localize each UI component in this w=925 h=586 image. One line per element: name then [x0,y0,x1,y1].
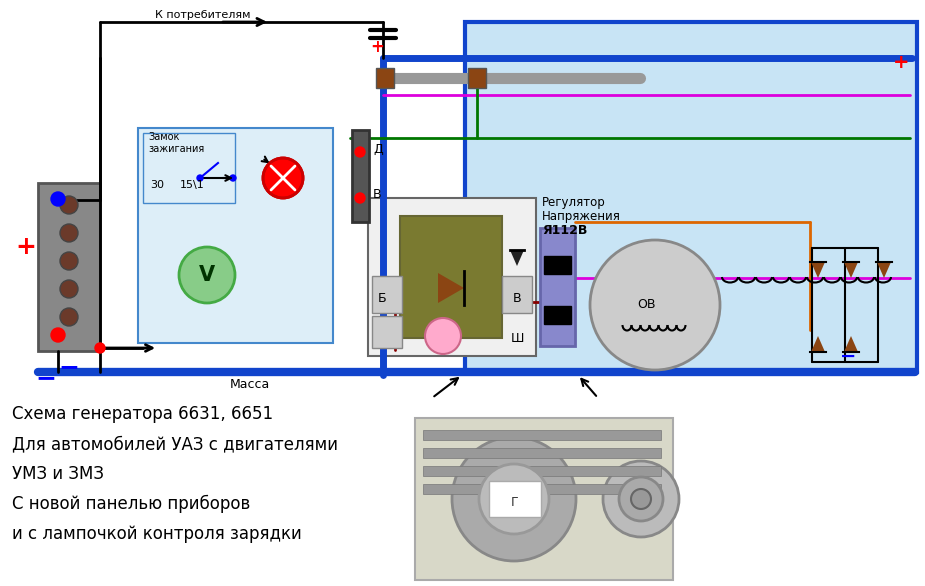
Bar [502,276,532,313]
Bar [423,484,661,494]
Text: Я112В: Я112В [542,224,587,237]
Bar [544,256,571,274]
Polygon shape [844,336,858,352]
Polygon shape [877,262,891,278]
Text: зажигания: зажигания [148,144,204,154]
Circle shape [263,158,303,198]
Circle shape [631,489,651,509]
Circle shape [179,247,235,303]
Text: Д: Д [373,142,383,155]
Circle shape [452,437,576,561]
Circle shape [230,175,236,181]
Circle shape [355,147,365,157]
Circle shape [197,175,203,181]
Bar [143,133,235,203]
Circle shape [95,343,105,353]
Circle shape [501,486,527,512]
Polygon shape [510,250,524,266]
Bar [423,466,661,476]
Text: Ш: Ш [511,332,524,345]
Text: Напряжения: Напряжения [542,210,621,223]
Text: +: + [16,235,36,259]
Circle shape [479,464,549,534]
Bar [465,22,917,372]
Circle shape [590,240,720,370]
Bar [400,216,502,338]
Bar [376,68,394,88]
Text: В: В [512,291,522,305]
Text: С новой панелью приборов: С новой панелью приборов [12,495,251,513]
Bar [415,418,673,580]
Bar [38,183,100,351]
Text: К потребителям: К потребителям [155,10,251,20]
Polygon shape [811,336,825,352]
Circle shape [51,192,65,206]
Text: −: − [35,366,56,390]
Text: Масса: Масса [230,378,270,391]
Polygon shape [438,273,464,303]
Bar [372,276,402,313]
Bar [468,68,486,88]
Circle shape [51,328,65,342]
Circle shape [60,280,78,298]
Text: В: В [373,189,382,202]
Text: Для автомобилей УАЗ с двигателями: Для автомобилей УАЗ с двигателями [12,435,338,453]
Circle shape [60,252,78,270]
Text: Замок: Замок [148,132,179,142]
Bar [368,198,536,356]
Circle shape [619,477,663,521]
Text: Схема генератора 6631, 6651: Схема генератора 6631, 6651 [12,405,273,423]
Circle shape [425,318,461,354]
Text: 30: 30 [150,180,164,190]
Text: УМЗ и ЗМЗ: УМЗ и ЗМЗ [12,465,104,483]
Bar [544,306,571,324]
Bar [423,448,661,458]
Text: 15\1: 15\1 [180,180,204,190]
Text: −: − [58,355,80,379]
Text: +: + [370,38,384,56]
Text: Регулятор: Регулятор [542,196,606,209]
Bar [423,430,661,440]
Circle shape [60,196,78,214]
Text: Г: Г [512,496,519,509]
Text: −: − [840,347,857,366]
Bar [372,316,402,348]
Bar [540,228,575,346]
Text: ОВ: ОВ [637,298,656,312]
Text: V: V [199,265,215,285]
Circle shape [603,461,679,537]
Bar [138,128,333,343]
Polygon shape [811,262,825,278]
Text: и с лампочкой контроля зарядки: и с лампочкой контроля зарядки [12,525,302,543]
Text: Б: Б [377,291,387,305]
Circle shape [60,224,78,242]
Bar [489,481,541,517]
Bar [352,130,369,222]
Circle shape [355,193,365,203]
Circle shape [60,308,78,326]
Polygon shape [844,262,858,278]
Text: +: + [893,53,909,72]
